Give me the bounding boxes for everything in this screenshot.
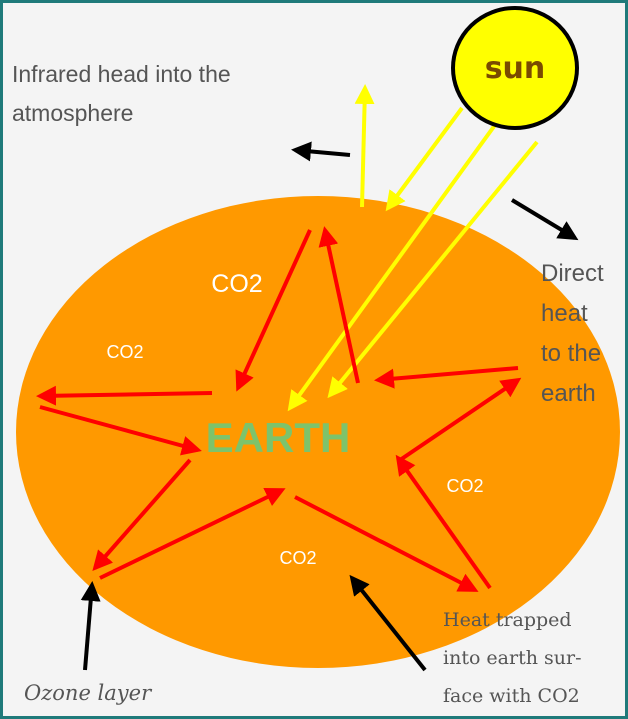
co2-label: CO2 bbox=[106, 342, 143, 362]
page: sun Infrared head into the atmosphere EA… bbox=[0, 0, 628, 719]
sun-label: sun bbox=[485, 51, 546, 86]
infrared-label: atmosphere bbox=[12, 100, 133, 126]
direct-heat-label: Direct bbox=[541, 260, 604, 287]
diagram: sun Infrared head into the atmosphere EA… bbox=[0, 0, 628, 719]
co2-label: CO2 bbox=[211, 270, 262, 298]
co2-label: CO2 bbox=[446, 476, 483, 496]
direct-heat-label: to the bbox=[541, 340, 601, 367]
heat-trapped-label: into earth sur- bbox=[443, 647, 581, 669]
direct-heat-label: earth bbox=[541, 380, 596, 407]
ozone-label: Ozone layer bbox=[24, 681, 153, 705]
earth-label: EARTH bbox=[206, 414, 351, 461]
heat-trapped-label: face with CO2 bbox=[443, 685, 580, 707]
direct-heat-label: heat bbox=[541, 300, 588, 327]
co2-label: CO2 bbox=[279, 548, 316, 568]
heat-trapped-label: Heat trapped bbox=[443, 609, 572, 631]
infrared-label: Infrared head into the bbox=[12, 61, 231, 87]
